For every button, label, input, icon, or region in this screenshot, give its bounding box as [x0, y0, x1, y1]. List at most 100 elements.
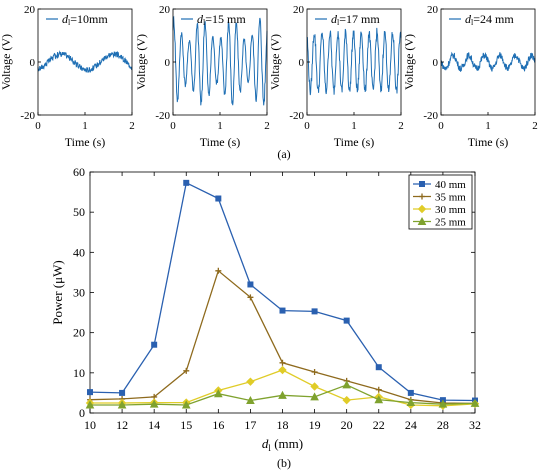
data-point — [246, 377, 255, 386]
x-axis-symbol: d — [262, 436, 269, 451]
y-axis-label: Power (μW) — [50, 260, 65, 324]
x-tick-label: 18 — [277, 418, 289, 432]
legend-label: dl=10mm — [62, 12, 108, 27]
y-tick-label: -20 — [289, 110, 304, 122]
series-25-mm — [85, 380, 480, 409]
x-tick-label: 1 — [82, 120, 88, 132]
data-point — [183, 179, 190, 186]
data-point — [375, 386, 382, 393]
y-tick-label: 40 — [73, 245, 85, 259]
legend-label: dl=24 mm — [465, 12, 514, 27]
data-point — [310, 392, 319, 401]
data-point — [87, 389, 93, 396]
x-axis-label: Time (s) — [65, 135, 106, 149]
x-tick-label: 2 — [398, 120, 404, 132]
x-axis-label: Time (s) — [468, 135, 509, 149]
x-tick-label: 1 — [217, 120, 223, 132]
legend-subscript: l — [471, 18, 474, 27]
y-tick-label: 20 — [159, 4, 171, 16]
data-point — [247, 294, 254, 301]
x-tick-label: 10 — [84, 418, 96, 432]
data-point — [470, 398, 480, 407]
voltage-trace-2 — [172, 15, 268, 106]
legend-entry: 30 mm — [435, 204, 466, 216]
series-35-mm — [87, 267, 478, 407]
data-point — [343, 317, 350, 324]
x-tick-label: 0 — [438, 120, 444, 132]
data-point — [215, 267, 222, 274]
legend-frame — [408, 174, 473, 230]
x-tick-label: 2 — [264, 120, 270, 132]
legend-symbol: d — [465, 12, 472, 26]
y-tick-label: -20 — [155, 110, 170, 122]
data-point — [117, 400, 127, 409]
legend-label: dl=17 mm — [331, 12, 380, 27]
y-axis-label: Voltage (V) — [0, 34, 13, 90]
data-point — [215, 195, 222, 202]
legend-symbol: d — [62, 12, 69, 26]
x-tick-label: 20 — [341, 418, 353, 432]
x-tick-label: 14 — [148, 418, 160, 432]
data-point — [213, 389, 223, 398]
y-tick-label: 0 — [79, 406, 85, 420]
x-tick-label: 17 — [244, 418, 256, 432]
data-point — [181, 400, 191, 409]
data-point — [151, 341, 158, 348]
voltage-trace-3 — [306, 27, 402, 96]
y-axis-label: Voltage (V) — [134, 34, 148, 90]
x-tick-label: 28 — [437, 418, 449, 432]
x-tick-label: 2 — [129, 120, 135, 132]
data-point — [119, 389, 126, 396]
x-tick-label: 2 — [532, 120, 538, 132]
x-tick-label: 0 — [35, 120, 41, 132]
data-point — [149, 399, 159, 408]
data-point — [310, 382, 319, 391]
voltage-trace-1 — [37, 50, 133, 73]
data-point — [375, 364, 382, 371]
caption-b: (b) — [277, 456, 291, 470]
legend-subscript: l — [68, 18, 71, 27]
data-point — [342, 395, 351, 405]
caption-a: (a) — [277, 147, 290, 161]
legend-marker — [417, 216, 427, 225]
x-tick-label: 32 — [469, 418, 481, 432]
x-axis-label: Time (s) — [200, 135, 241, 149]
x-axis-subscript: l — [268, 443, 271, 453]
data-point — [278, 390, 287, 399]
x-axis-label: Time (s) — [334, 135, 375, 149]
data-point — [374, 395, 384, 404]
legend-marker — [419, 181, 425, 187]
data-point — [311, 369, 318, 376]
legend-entry: 40 mm — [435, 179, 466, 191]
y-tick-label: 10 — [73, 366, 85, 380]
x-tick-label: 1 — [351, 120, 357, 132]
series-line — [89, 269, 476, 405]
legend-entry: 25 mm — [435, 217, 466, 229]
x-tick-label: 16 — [212, 418, 224, 432]
y-tick-label: -20 — [423, 110, 438, 122]
y-tick-label: 0 — [30, 57, 36, 69]
x-tick-label: 12 — [116, 418, 128, 432]
data-point — [279, 359, 286, 366]
data-point — [342, 380, 352, 389]
y-tick-label: 0 — [165, 57, 171, 69]
legend-entry: 35 mm — [435, 192, 466, 204]
x-tick-label: 0 — [304, 120, 310, 132]
x-tick-label: 1 — [485, 120, 491, 132]
legend-value: =24 mm — [473, 12, 514, 26]
x-tick-label: 19 — [309, 418, 321, 432]
legend-symbol: d — [197, 12, 204, 26]
legend-subscript: l — [203, 18, 206, 27]
data-point — [438, 399, 448, 408]
legend-marker — [419, 193, 425, 200]
y-tick-label: 0 — [433, 57, 439, 69]
legend-value: =10mm — [70, 12, 108, 26]
data-point — [311, 308, 318, 315]
